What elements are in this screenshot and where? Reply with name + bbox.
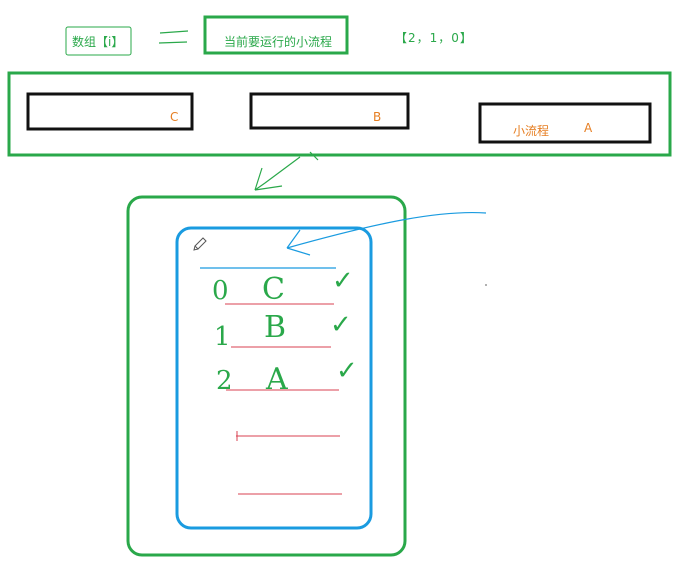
flow-row-container (7, 71, 672, 157)
box-c (26, 92, 194, 131)
row-1-check-icon: ✓ (330, 310, 352, 340)
current-flow-box (203, 15, 349, 55)
box-a (478, 102, 652, 144)
row-1-letter: B (264, 310, 287, 345)
array-values: 【2，1，0】 (395, 31, 473, 45)
row-0-index: 0 (212, 276, 229, 306)
stray-dot (485, 284, 487, 286)
box-c-label: C (170, 110, 179, 124)
slot-line-3 (236, 431, 340, 441)
row-2-letter: A (266, 362, 288, 397)
down-arrow-sketch (254, 151, 319, 191)
row-0-check-icon: ✓ (332, 266, 354, 296)
row-0-letter: C (262, 272, 285, 307)
container-box (126, 195, 407, 557)
array-label-box (65, 26, 132, 56)
array-label: 数组【i】 (72, 35, 124, 49)
box-a-label: A (584, 121, 593, 135)
row-2-index: 2 (216, 366, 233, 396)
row-2-check-icon: ✓ (336, 356, 358, 386)
box-b-label: B (373, 110, 382, 124)
box-a-name: 小流程 (513, 124, 550, 138)
pointer-arrow-sketch (286, 211, 487, 256)
stack-card (175, 226, 373, 530)
pencil-icon (193, 237, 207, 251)
dash-separator (158, 30, 189, 44)
row-1-index: 1 (214, 322, 231, 352)
box-b (249, 92, 410, 130)
current-flow-label: 当前要运行的小流程 (224, 35, 333, 49)
